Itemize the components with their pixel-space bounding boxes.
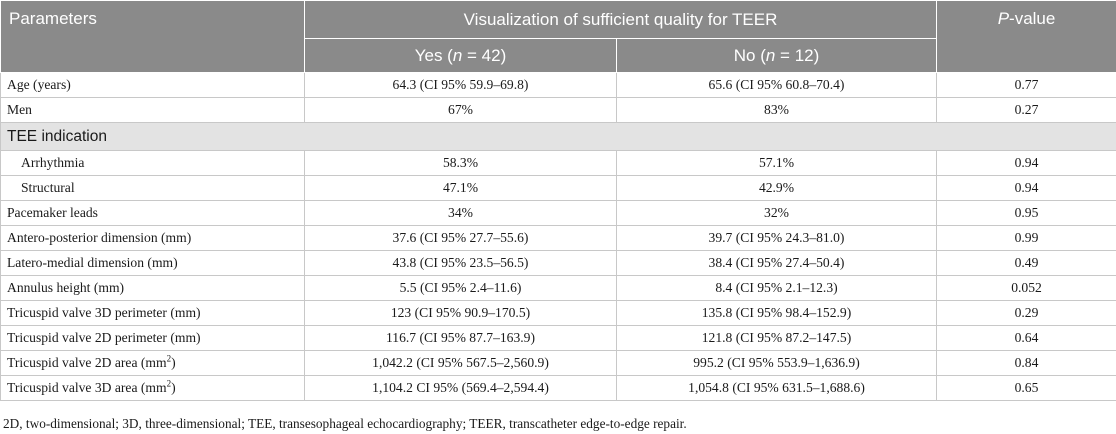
cell-yes: 5.5 (CI 95% 2.4–11.6)	[304, 275, 617, 301]
cell-p: 0.64	[936, 325, 1116, 351]
cell-p: 0.27	[936, 97, 1116, 123]
label-prefix: Tricuspid valve 3D area (mm	[7, 380, 167, 395]
cell-no: 65.6 (CI 95% 60.8–70.4)	[615, 72, 938, 98]
cell-no: 38.4 (CI 95% 27.4–50.4)	[615, 250, 938, 276]
header-yes-prefix: Yes (	[414, 45, 453, 65]
label-sup: 2	[166, 353, 172, 364]
cell-no: 135.8 (CI 95% 98.4–152.9)	[615, 300, 938, 326]
table-row: Latero-medial dimension (mm) 43.8 (CI 95…	[0, 250, 1116, 276]
table-row: Arrhythmia 58.3% 57.1% 0.94	[0, 150, 1116, 176]
table-row: Pacemaker leads 34% 32% 0.95	[0, 200, 1116, 226]
cell-yes: 123 (CI 95% 90.9–170.5)	[304, 300, 617, 326]
cell-no: 83%	[615, 97, 938, 123]
table-row: Antero-posterior dimension (mm) 37.6 (CI…	[0, 225, 1116, 251]
row-label: Tricuspid valve 3D perimeter (mm)	[0, 300, 305, 326]
table-row: Annulus height (mm) 5.5 (CI 95% 2.4–11.6…	[0, 275, 1116, 301]
row-label: Men	[0, 97, 305, 123]
section-label: TEE indication	[0, 122, 1116, 151]
label-suffix: )	[171, 355, 176, 370]
row-label: Tricuspid valve 3D area (mm2)	[0, 375, 305, 401]
header-yes: Yes (n = 42)	[304, 38, 617, 73]
header-row-2: Yes (n = 42) No (n = 12)	[1, 38, 1116, 73]
cell-yes: 58.3%	[304, 150, 617, 176]
table-row: Tricuspid valve 2D area (mm2) 1,042.2 (C…	[0, 350, 1116, 376]
cell-no: 8.4 (CI 95% 2.1–12.3)	[615, 275, 938, 301]
row-label: Arrhythmia	[0, 150, 305, 176]
cell-p: 0.49	[936, 250, 1116, 276]
cell-p: 0.77	[936, 72, 1116, 98]
cell-p: 0.99	[936, 225, 1116, 251]
cell-no: 1,054.8 (CI 95% 631.5–1,688.6)	[615, 375, 938, 401]
header-row-1: Parameters Visualization of sufficient q…	[0, 0, 1116, 73]
row-label: Tricuspid valve 2D perimeter (mm)	[0, 325, 305, 351]
cell-no: 39.7 (CI 95% 24.3–81.0)	[615, 225, 938, 251]
table-row: Tricuspid valve 2D perimeter (mm) 116.7 …	[0, 325, 1116, 351]
cell-p: 0.94	[936, 150, 1116, 176]
header-yes-n: n	[452, 45, 463, 65]
table-row: Tricuspid valve 3D area (mm2) 1,104.2 CI…	[0, 375, 1116, 401]
cell-yes: 116.7 (CI 95% 87.7–163.9)	[304, 325, 617, 351]
header-group-title: Visualization of sufficient quality for …	[303, 0, 938, 39]
table-body: Age (years) 64.3 (CI 95% 59.9–69.8) 65.6…	[0, 72, 1116, 401]
header-p-rest: -value	[1009, 9, 1056, 28]
header-no: No (n = 12)	[615, 38, 938, 73]
header-no-n: n	[765, 45, 776, 65]
cell-no: 42.9%	[615, 175, 938, 201]
table-row: Tricuspid valve 3D perimeter (mm) 123 (C…	[0, 300, 1116, 326]
table-footnote: 2D, two-dimensional; 3D, three-dimension…	[3, 416, 687, 431]
header-no-suffix: = 12)	[775, 45, 820, 65]
cell-no: 32%	[615, 200, 938, 226]
header-no-prefix: No (	[733, 45, 766, 65]
results-table: Parameters Visualization of sufficient q…	[0, 0, 1116, 401]
cell-p: 0.95	[936, 200, 1116, 226]
row-label: Structural	[0, 175, 305, 201]
cell-no: 57.1%	[615, 150, 938, 176]
cell-yes: 67%	[304, 97, 617, 123]
cell-yes: 64.3 (CI 95% 59.9–69.8)	[304, 72, 617, 98]
cell-yes: 47.1%	[304, 175, 617, 201]
table-row: Men 67% 83% 0.27	[0, 97, 1116, 123]
row-label: Antero-posterior dimension (mm)	[0, 225, 305, 251]
label-sup: 2	[166, 378, 172, 389]
row-label: Tricuspid valve 2D area (mm2)	[0, 350, 305, 376]
cell-yes: 1,104.2 CI 95% (569.4–2,594.4)	[304, 375, 617, 401]
cell-yes: 37.6 (CI 95% 27.7–55.6)	[304, 225, 617, 251]
cell-no: 121.8 (CI 95% 87.2–147.5)	[615, 325, 938, 351]
cell-p: 0.052	[936, 275, 1116, 301]
header-parameters: Parameters	[0, 0, 305, 73]
cell-no: 995.2 (CI 95% 553.9–1,636.9)	[615, 350, 938, 376]
cell-p: 0.29	[936, 300, 1116, 326]
label-suffix: )	[171, 380, 176, 395]
label-prefix: Tricuspid valve 2D area (mm	[7, 355, 167, 370]
header-p-value: P-value	[936, 0, 1116, 73]
row-label: Latero-medial dimension (mm)	[0, 250, 305, 276]
cell-p: 0.94	[936, 175, 1116, 201]
header-p-italic: P	[997, 9, 1010, 28]
cell-yes: 1,042.2 (CI 95% 567.5–2,560.9)	[304, 350, 617, 376]
table-row: Structural 47.1% 42.9% 0.94	[0, 175, 1116, 201]
table-row: Age (years) 64.3 (CI 95% 59.9–69.8) 65.6…	[0, 72, 1116, 98]
cell-p: 0.65	[936, 375, 1116, 401]
row-label: Age (years)	[0, 72, 305, 98]
row-label: Pacemaker leads	[0, 200, 305, 226]
cell-yes: 43.8 (CI 95% 23.5–56.5)	[304, 250, 617, 276]
cell-yes: 34%	[304, 200, 617, 226]
row-label: Annulus height (mm)	[0, 275, 305, 301]
section-row: TEE indication	[0, 122, 1116, 151]
cell-p: 0.84	[936, 350, 1116, 376]
header-yes-suffix: = 42)	[462, 45, 507, 65]
